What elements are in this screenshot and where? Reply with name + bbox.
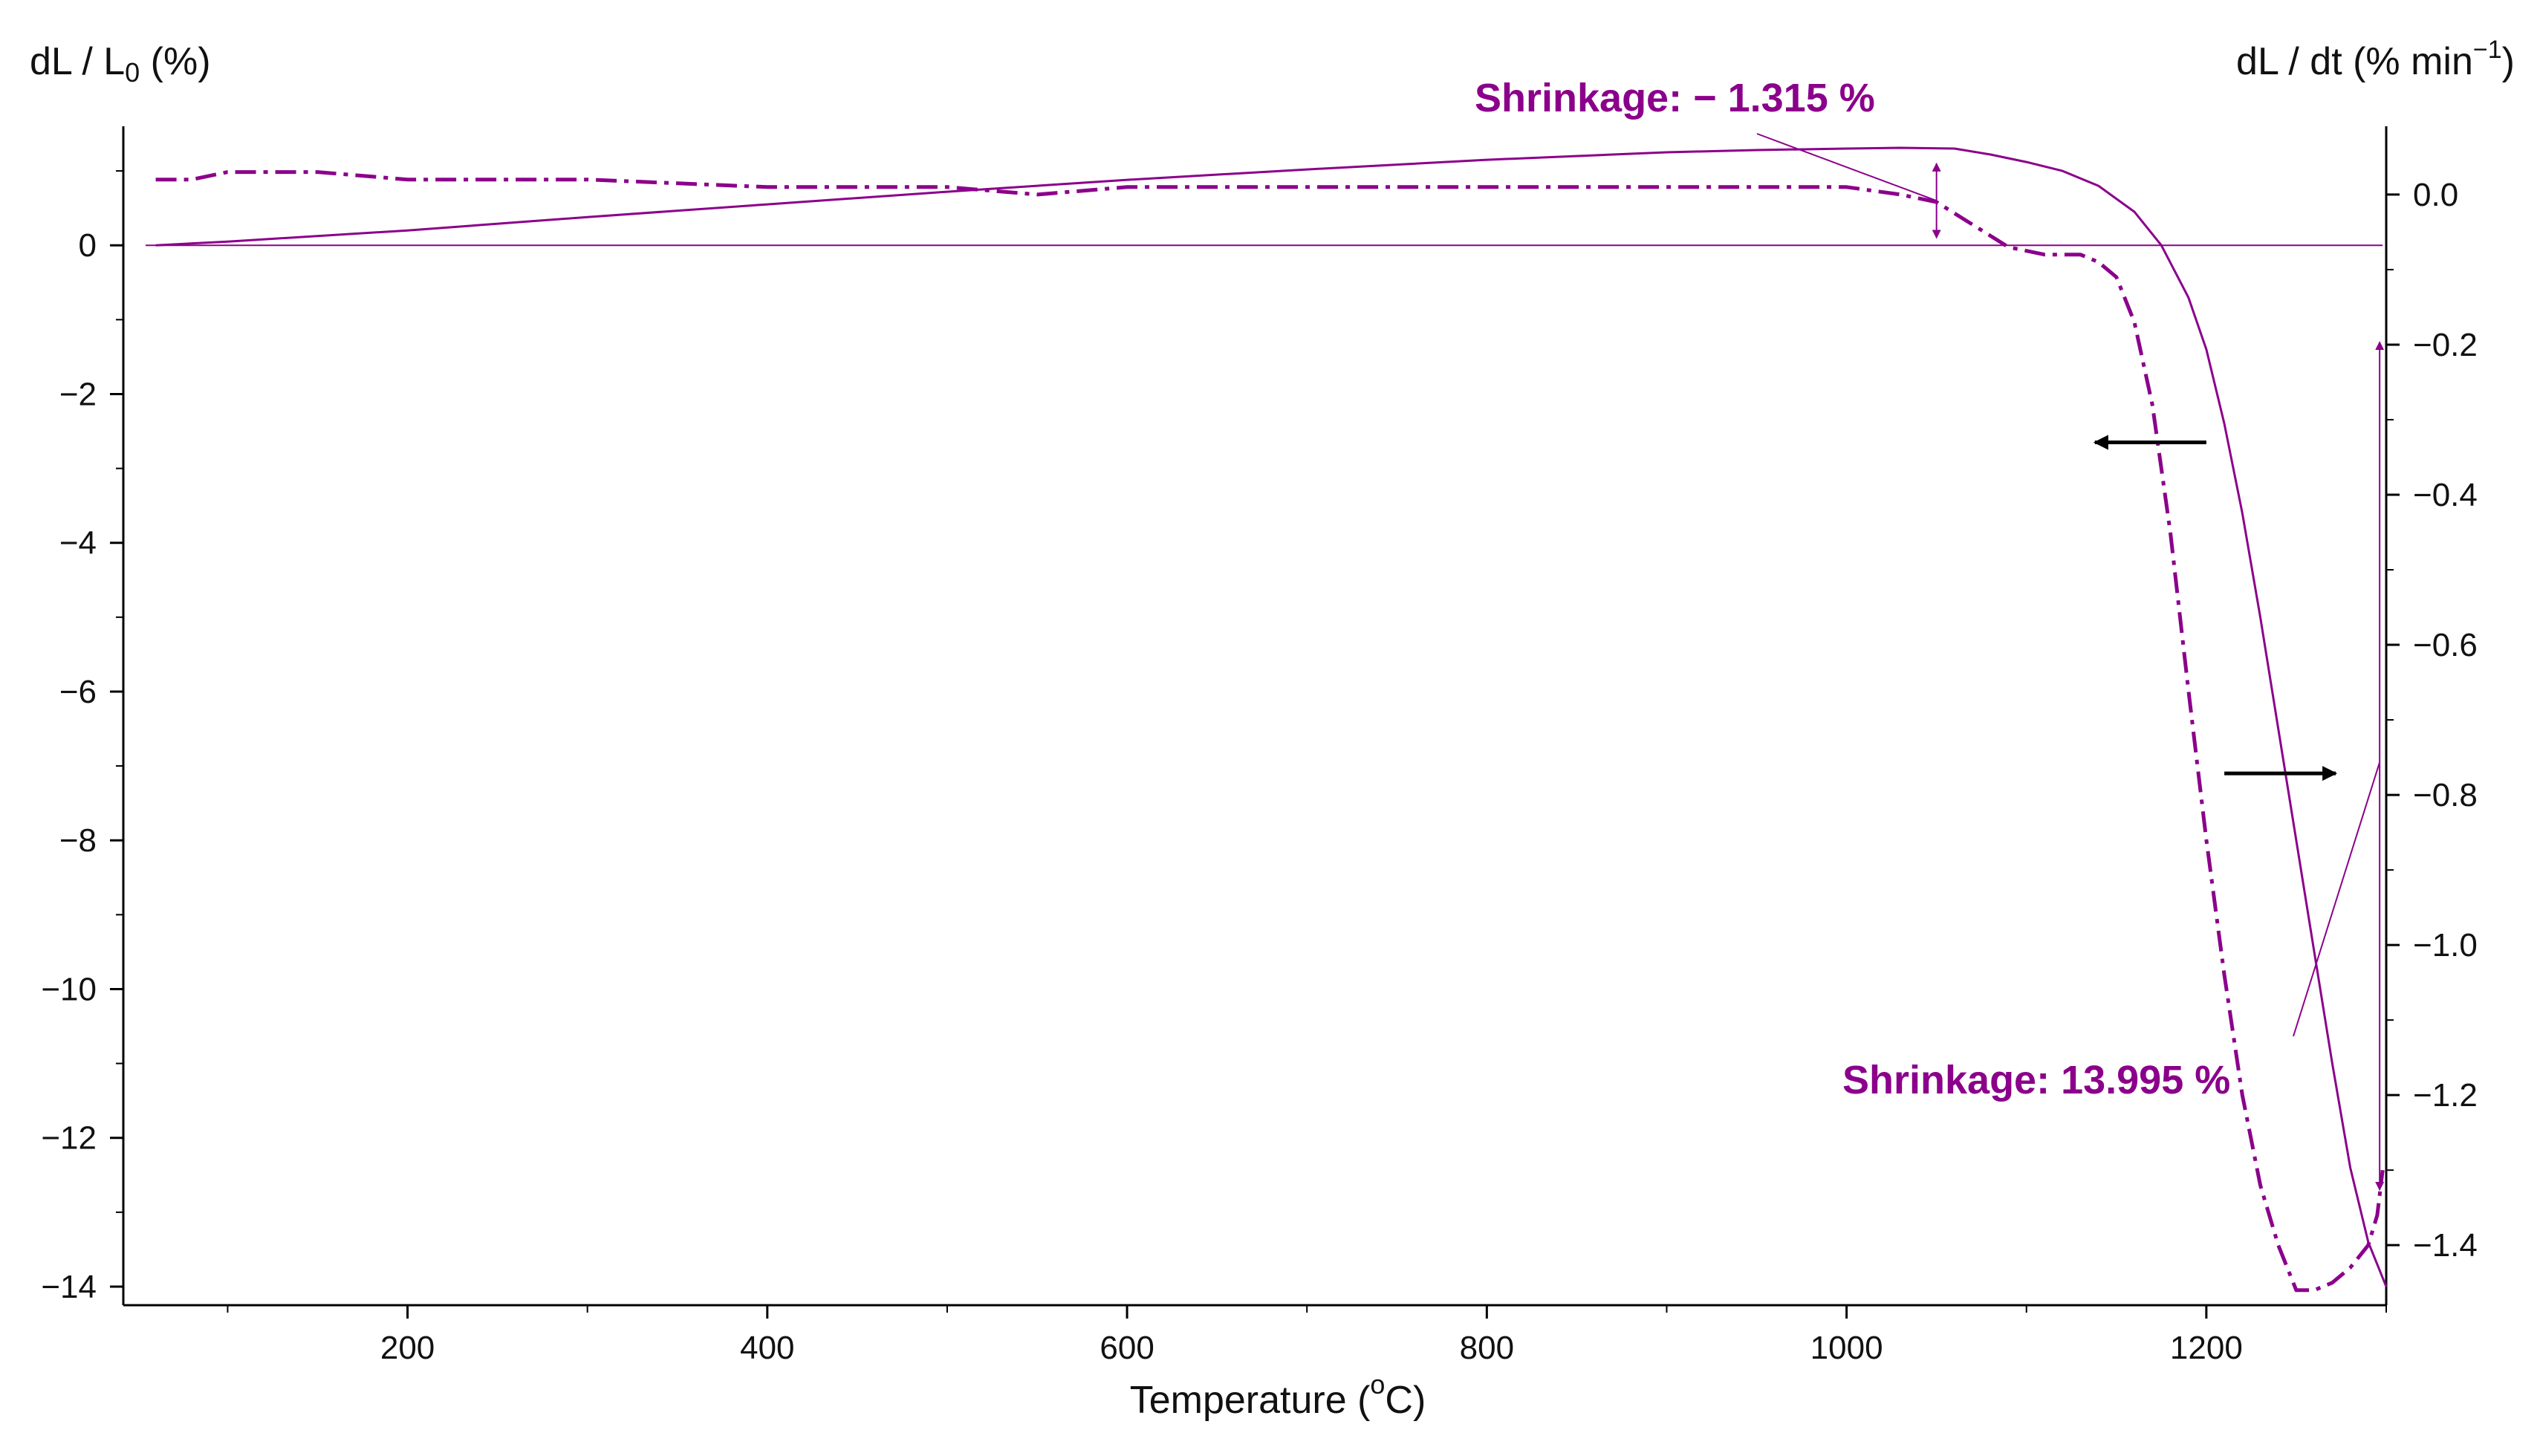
y-right-tick-label-4: −0.8: [2413, 777, 2478, 813]
x-tick-label-1200: 1200: [2170, 1330, 2243, 1366]
shrinkage-upper-leader: [1756, 133, 1938, 202]
y-left-tick-label-7: −14: [41, 1269, 97, 1305]
y-left-tick-label-0: 0: [79, 227, 97, 264]
shrinkage-lower-leader: [2293, 761, 2381, 1037]
series-layer: [146, 146, 2388, 1293]
y-left-tick-label-2: −4: [59, 525, 97, 562]
x-tick-label-600: 600: [1100, 1330, 1154, 1366]
y-right-tick-label-2: −0.4: [2413, 477, 2478, 513]
y-axis-right-title: dL / dt (% min−1): [2236, 36, 2515, 83]
y-right-tick-label-1: −0.2: [2413, 327, 2478, 363]
shrinkage-annotation-upper: Shrinkage: − 1.315 %: [1475, 76, 1875, 120]
y-right-tick-label-0: 0.0: [2413, 177, 2458, 213]
x-tick-label-1000: 1000: [1810, 1330, 1883, 1366]
annotation-layer: [1756, 133, 2385, 1192]
y-right-tick-label-5: −1.0: [2413, 927, 2478, 963]
y-axis-left-title: dL / L0 (%): [30, 40, 211, 88]
y-left-tick-label-3: −6: [59, 674, 97, 710]
y-left-tick-label-5: −10: [41, 971, 97, 1007]
y-left-tick-label-4: −8: [59, 822, 97, 859]
x-tick-label-400: 400: [740, 1330, 794, 1366]
series-line-dl-l0: [155, 146, 2388, 1287]
y-left-tick-label-1: −2: [59, 376, 97, 412]
y-axis-left-ticks: 0 −2 −4 −6 −8 −10 −12 −14: [41, 170, 123, 1305]
x-axis-ticks: 200 400 600 800 1000 1200: [227, 1305, 2387, 1366]
series-line-dl-dt: [155, 170, 2385, 1293]
y-left-tick-label-6: −12: [41, 1120, 97, 1157]
shrinkage-annotation-lower: Shrinkage: 13.995 %: [1842, 1058, 2230, 1102]
x-tick-label-200: 200: [380, 1330, 435, 1366]
y-axis-right-ticks: 0.0 −0.2 −0.4 −0.6 −0.8 −1.0 −1.2 −1.4: [2386, 177, 2478, 1264]
y-right-tick-label-3: −0.6: [2413, 627, 2478, 663]
y-right-tick-label-6: −1.2: [2413, 1077, 2478, 1114]
y-right-tick-label-7: −1.4: [2413, 1227, 2478, 1264]
x-axis-title: Temperature (oC): [1130, 1369, 1426, 1422]
x-tick-label-800: 800: [1460, 1330, 1514, 1366]
